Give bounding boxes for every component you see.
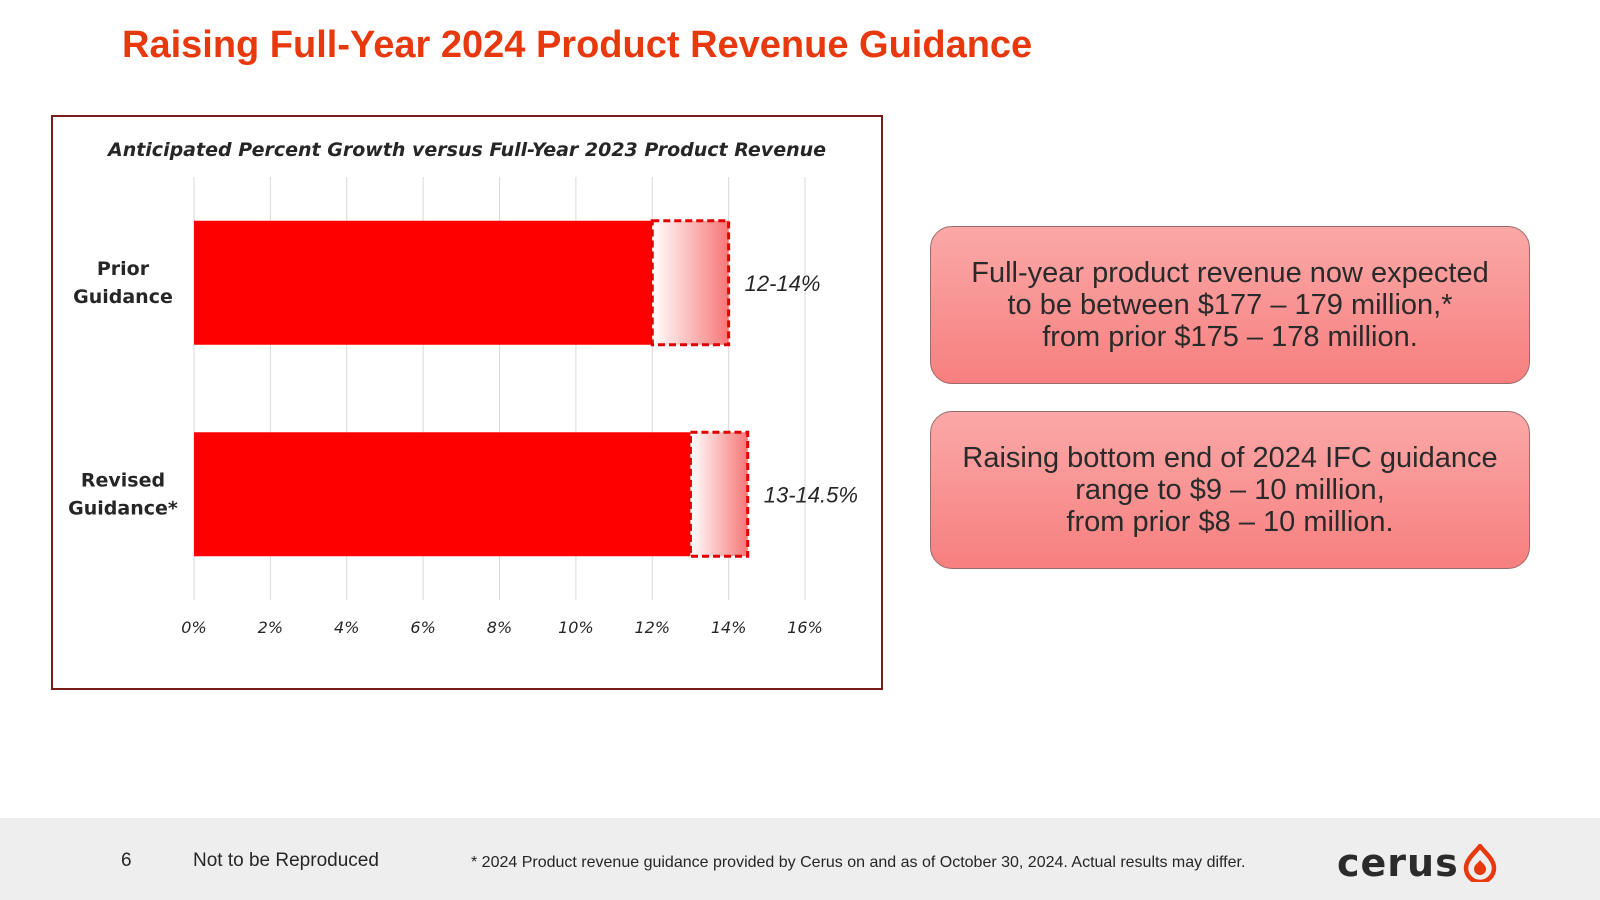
bar-chart: Anticipated Percent Growth versus Full-Y…: [68, 139, 858, 637]
bar-range: [650, 219, 731, 347]
bar-range: [688, 430, 750, 558]
bar-base: [194, 432, 691, 557]
x-tick-label: 12%: [634, 618, 670, 637]
chart-labels: 0% 2% 4% 6% 8% 10% 12% 14% 16% 12-14% Prior Guidanc…: [68, 258, 858, 637]
bar-base: [194, 220, 653, 345]
chart-bars: [194, 219, 750, 558]
callout-ifc-guidance: Raising bottom end of 2024 IFC guidance …: [930, 411, 1530, 569]
x-tick-label: 16%: [787, 618, 823, 637]
logo-wordmark: cerus: [1337, 841, 1459, 885]
footnote: * 2024 Product revenue guidance provided…: [471, 854, 1246, 871]
callout-product-revenue: Full-year product revenue now expected t…: [930, 226, 1530, 384]
page-title: Raising Full-Year 2024 Product Revenue G…: [122, 24, 1033, 66]
x-tick-label: 4%: [334, 618, 359, 637]
x-tick-label: 14%: [711, 618, 747, 637]
chart-panel: Anticipated Percent Growth versus Full-Y…: [51, 115, 883, 690]
x-tick-label: 6%: [410, 618, 435, 637]
data-label: 12-14%: [745, 271, 821, 296]
confidentiality-notice: Not to be Reproduced: [193, 850, 379, 871]
category-label: Guidance*: [68, 497, 178, 519]
callout-product-revenue-text: Full-year product revenue now expected t…: [971, 257, 1489, 353]
x-tick-label: 10%: [558, 618, 594, 637]
chart-title: Anticipated Percent Growth versus Full-Y…: [106, 139, 826, 161]
footer-bar: 6 Not to be Reproduced * 2024 Product re…: [0, 818, 1600, 900]
data-label: 13-14.5%: [764, 482, 858, 507]
cerus-logo: cerus: [1337, 844, 1497, 882]
category-label: Guidance: [73, 286, 173, 308]
x-tick-label: 8%: [487, 618, 512, 637]
category-label: Revised: [81, 469, 165, 491]
x-tick-label: 0%: [181, 618, 206, 637]
category-label: Prior: [97, 258, 150, 280]
page-number: 6: [121, 850, 132, 871]
callout-ifc-guidance-text: Raising bottom end of 2024 IFC guidance …: [962, 442, 1498, 538]
droplet-icon: [1463, 844, 1496, 882]
x-tick-label: 2%: [258, 618, 283, 637]
